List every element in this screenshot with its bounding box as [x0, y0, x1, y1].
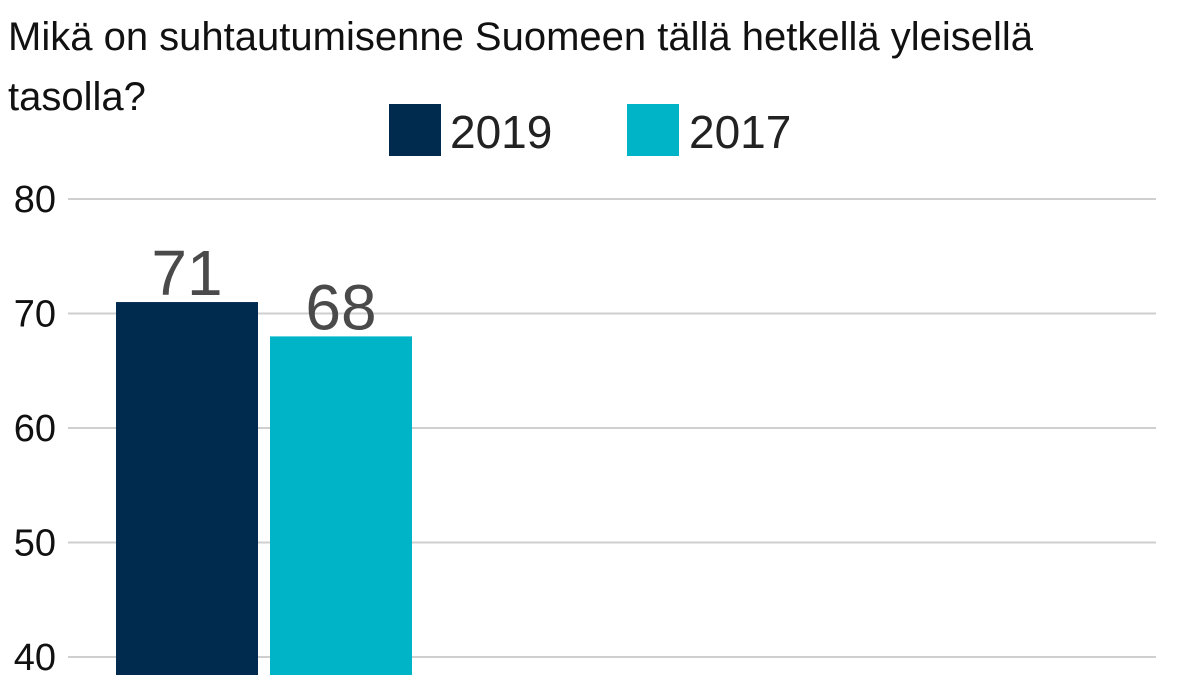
chart-title-line-2: tasolla? — [8, 75, 146, 119]
chart-title-line-1: Mikä on suhtautumisenne Suomeen tällä he… — [8, 15, 1034, 59]
data-label-2017: 68 — [305, 271, 376, 343]
bar-2017 — [270, 336, 412, 675]
bar-2019 — [116, 302, 258, 675]
legend-label-2019: 2019 — [450, 106, 552, 158]
y-tick-label-50: 50 — [14, 523, 56, 565]
y-tick-label-40: 40 — [14, 637, 56, 675]
chart-title: Mikä on suhtautumisenne Suomeen tällä he… — [8, 15, 1034, 119]
bars — [116, 302, 412, 675]
y-tick-label-70: 70 — [14, 294, 56, 336]
legend-label-2017: 2017 — [689, 106, 791, 158]
y-tick-label-60: 60 — [14, 408, 56, 450]
data-labels: 71 68 — [151, 237, 376, 343]
y-axis-tick-labels: 80 70 60 50 40 — [14, 179, 56, 675]
y-tick-label-80: 80 — [14, 179, 56, 221]
legend: 2019 2017 — [389, 104, 791, 158]
legend-swatch-2019 — [389, 104, 441, 156]
data-label-2019: 71 — [151, 237, 222, 309]
legend-swatch-2017 — [627, 104, 679, 156]
